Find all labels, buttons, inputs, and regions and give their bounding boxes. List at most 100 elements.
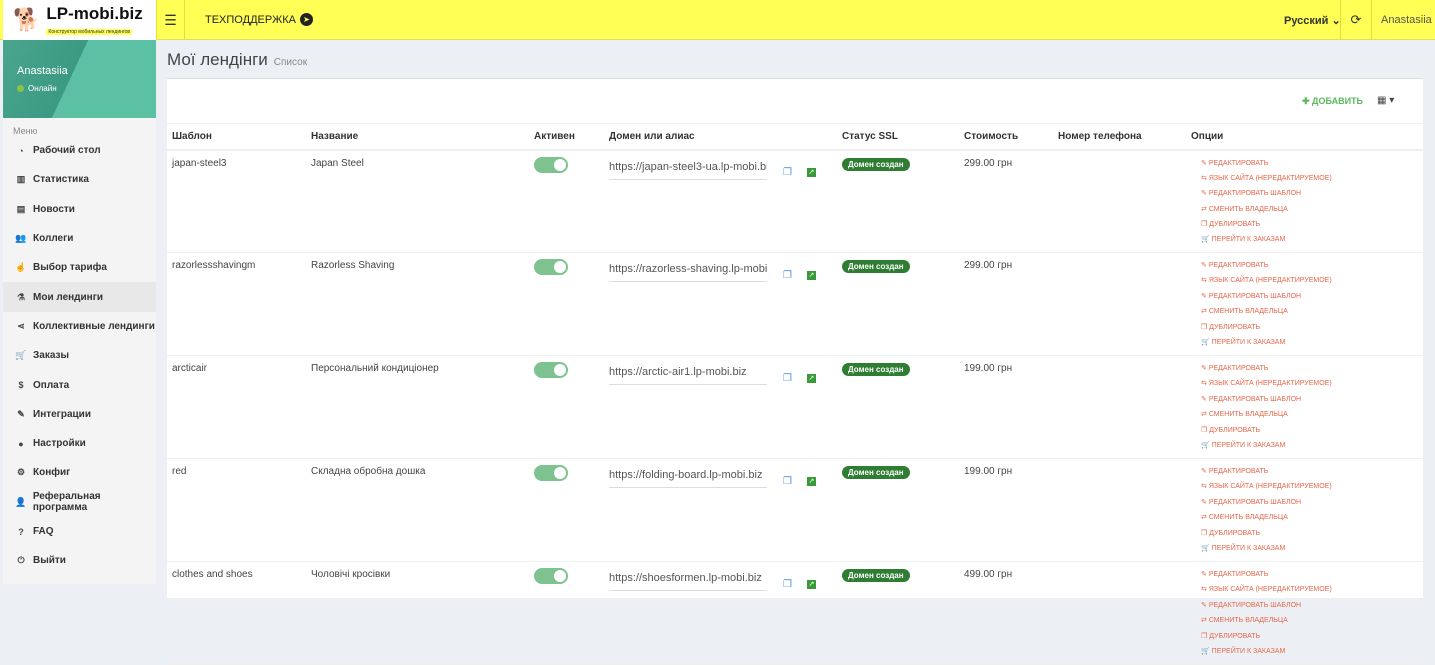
option-icon: ⇆: [1201, 586, 1207, 594]
option-link[interactable]: ❐ ДУБЛИРОВАТЬ: [1201, 219, 1423, 234]
domain-input[interactable]: https://arctic-air1.lp-mobi.biz: [609, 363, 767, 385]
sidebar-item-dashboard[interactable]: ◔ Рабочий стол: [3, 136, 156, 165]
external-link-icon[interactable]: ↗: [806, 373, 816, 383]
logo[interactable]: 🐕 LP-mobi.biz Конструктор мобильных ленди…: [3, 0, 156, 40]
option-link[interactable]: ⇆ ЯЗЫК САЙТА (НЕРЕДАКТИРУЕМОЕ): [1201, 584, 1423, 599]
active-toggle[interactable]: [534, 465, 568, 481]
option-link[interactable]: ❐ ДУБЛИРОВАТЬ: [1201, 322, 1423, 337]
sidebar-item-hand-pointer[interactable]: ☝ Выбор тарифа: [3, 253, 156, 282]
sidebar-item-share[interactable]: ⋖ Коллективные лендинги: [3, 312, 156, 341]
columns-toggle[interactable]: ▦ ▾: [1377, 95, 1395, 106]
sidebar-item-users[interactable]: 👥 Коллеги: [3, 224, 156, 253]
sidebar-item-bar-chart[interactable]: ▥ Статистика: [3, 165, 156, 194]
option-link[interactable]: ✎ РЕДАКТИРОВАТЬ ШАБЛОН: [1201, 497, 1423, 512]
sidebar-item-plug[interactable]: ✎ Интеграции: [3, 400, 156, 429]
active-toggle[interactable]: [534, 259, 568, 275]
sidebar-item-flask[interactable]: ⚗ Мои лендинги: [3, 282, 156, 312]
option-link[interactable]: ✎ РЕДАКТИРОВАТЬ: [1201, 466, 1423, 481]
table-row: japan-steel3 Japan Steel https://japan-s…: [167, 149, 1423, 253]
add-button[interactable]: ✚ ДОБАВИТЬ: [1302, 96, 1364, 106]
refresh-icon[interactable]: ⟳: [1340, 0, 1372, 40]
option-label: РЕДАКТИРОВАТЬ ШАБЛОН: [1208, 395, 1302, 403]
table-icon: ▦: [1377, 95, 1387, 106]
external-link-icon[interactable]: ↗: [806, 168, 816, 177]
option-icon: ❐: [1201, 632, 1208, 640]
option-link[interactable]: ⇄ СМЕНИТЬ ВЛАДЕЛЬЦА: [1201, 306, 1423, 321]
option-link[interactable]: ⇄ СМЕНИТЬ ВЛАДЕЛЬЦА: [1201, 409, 1423, 424]
sidebar-item-question[interactable]: ? FAQ: [3, 517, 156, 546]
domain-input[interactable]: https://razorless-shaving.lp-mobi.biz: [609, 260, 767, 282]
domain-input[interactable]: https://shoesformen.lp-mobi.biz: [609, 569, 767, 591]
copy-icon[interactable]: ❐: [783, 269, 792, 281]
name-cell: Персональний кондиціонер: [306, 355, 529, 459]
sidebar-item-label: Выйти: [33, 555, 66, 567]
option-link[interactable]: 🛒 ПЕРЕЙТИ К ЗАКАЗАМ: [1201, 646, 1423, 661]
option-icon: ⇆: [1201, 483, 1207, 491]
page-title: Мої лендінги Список: [167, 50, 307, 70]
option-label: РЕДАКТИРОВАТЬ: [1208, 262, 1269, 269]
active-toggle[interactable]: [534, 362, 568, 378]
domain-input[interactable]: https://japan-steel3-ua.lp-mobi.biz: [609, 158, 767, 180]
sidebar-item-label: Реферальная программа: [32, 491, 101, 514]
option-link[interactable]: ⇄ СМЕНИТЬ ВЛАДЕЛЬЦА: [1201, 204, 1423, 219]
option-link[interactable]: ✎ РЕДАКТИРОВАТЬ ШАБЛОН: [1201, 188, 1423, 203]
external-link-icon[interactable]: ↗: [806, 579, 816, 589]
option-link[interactable]: ⇆ ЯЗЫК САЙТА (НЕРЕДАКТИРУЕМОЕ): [1201, 378, 1423, 393]
option-link[interactable]: ⇆ ЯЗЫК САЙТА (НЕРЕДАКТИРУЕМОЕ): [1201, 275, 1423, 290]
option-link[interactable]: ⇄ СМЕНИТЬ ВЛАДЕЛЬЦА: [1201, 512, 1423, 527]
option-label: ЯЗЫК САЙТА (НЕРЕДАКТИРУЕМОЕ): [1208, 277, 1332, 285]
option-link[interactable]: ⇄ СМЕНИТЬ ВЛАДЕЛЬЦА: [1201, 615, 1423, 630]
brand-tagline: Конструктор мобильных лендингов: [46, 28, 133, 35]
sidebar-item-dollar[interactable]: $ Оплата: [3, 370, 156, 399]
sidebar-item-power[interactable]: ⏻ Выйти: [3, 546, 156, 575]
active-toggle[interactable]: [534, 568, 568, 584]
option-link[interactable]: ✎ РЕДАКТИРОВАТЬ ШАБЛОН: [1201, 600, 1423, 615]
external-link-icon[interactable]: ↗: [806, 270, 816, 280]
option-link[interactable]: ✎ РЕДАКТИРОВАТЬ ШАБЛОН: [1201, 291, 1423, 306]
option-icon: ✎: [1201, 601, 1207, 609]
option-icon: ❐: [1201, 529, 1208, 537]
sidebar-item-gears[interactable]: ⚙ Конфиг: [3, 458, 156, 487]
sidebar-item-user[interactable]: ● Настройки: [3, 429, 156, 458]
sidebar-item-cart[interactable]: 🛒 Заказы: [3, 341, 156, 370]
option-link[interactable]: ✎ РЕДАКТИРОВАТЬ: [1201, 260, 1423, 275]
option-label: ПЕРЕЙТИ К ЗАКАЗАМ: [1211, 441, 1286, 449]
option-link[interactable]: ⇆ ЯЗЫК САЙТА (НЕРЕДАКТИРУЕМОЕ): [1201, 173, 1423, 188]
template-cell: razorlessshavingm: [167, 252, 306, 356]
option-link[interactable]: ✎ РЕДАКТИРОВАТЬ ШАБЛОН: [1201, 394, 1423, 409]
option-label: ЯЗЫК САЙТА (НЕРЕДАКТИРУЕМОЕ): [1208, 586, 1332, 594]
option-link[interactable]: ❐ ДУБЛИРОВАТЬ: [1201, 425, 1423, 440]
ssl-cell: Домен создан: [837, 355, 959, 459]
copy-icon[interactable]: ❐: [783, 578, 792, 590]
copy-icon[interactable]: ❐: [783, 167, 792, 178]
users-icon: 👥: [15, 233, 27, 244]
option-link[interactable]: ❐ ДУБЛИРОВАТЬ: [1201, 631, 1423, 646]
power-icon: ⏻: [17, 555, 25, 566]
option-label: РЕДАКТИРОВАТЬ: [1208, 159, 1269, 167]
column-header: Домен или алиас: [604, 123, 837, 151]
active-toggle[interactable]: [534, 156, 568, 173]
domain-input[interactable]: https://folding-board.lp-mobi.biz: [609, 466, 767, 488]
support-link[interactable]: ТЕХПОДДЕРЖКА ➤: [205, 13, 313, 26]
option-link[interactable]: 🛒 ПЕРЕЙТИ К ЗАКАЗАМ: [1201, 337, 1423, 352]
newspaper-icon: ▤: [16, 203, 26, 214]
option-label: СМЕНИТЬ ВЛАДЕЛЬЦА: [1208, 205, 1288, 213]
sidebar-item-user-plus[interactable]: 👤 Реферальная программа: [3, 488, 156, 517]
sidebar-item-label: Интеграции: [33, 408, 91, 420]
option-label: ДУБЛИРОВАТЬ: [1209, 426, 1261, 434]
copy-icon[interactable]: ❐: [783, 475, 792, 487]
option-link[interactable]: ✎ РЕДАКТИРОВАТЬ: [1201, 158, 1423, 173]
user-menu[interactable]: Anastasiia: [1381, 14, 1432, 26]
option-link[interactable]: ✎ РЕДАКТИРОВАТЬ: [1201, 363, 1423, 378]
copy-icon[interactable]: ❐: [783, 372, 792, 384]
option-link[interactable]: ⇆ ЯЗЫК САЙТА (НЕРЕДАКТИРУЕМОЕ): [1201, 481, 1423, 496]
option-link[interactable]: ❐ ДУБЛИРОВАТЬ: [1201, 528, 1423, 543]
menu-toggle-icon[interactable]: ☰: [156, 0, 185, 40]
language-dropdown[interactable]: Русский ⌄: [1284, 14, 1341, 27]
option-link[interactable]: ✎ РЕДАКТИРОВАТЬ: [1201, 569, 1423, 584]
external-link-icon[interactable]: ↗: [806, 476, 816, 486]
option-link[interactable]: 🛒 ПЕРЕЙТИ К ЗАКАЗАМ: [1201, 440, 1423, 455]
option-link[interactable]: 🛒 ПЕРЕЙТИ К ЗАКАЗАМ: [1201, 543, 1423, 558]
option-link[interactable]: 🛒 ПЕРЕЙТИ К ЗАКАЗАМ: [1201, 234, 1423, 249]
sidebar-item-newspaper[interactable]: ▤ Новости: [3, 195, 156, 224]
